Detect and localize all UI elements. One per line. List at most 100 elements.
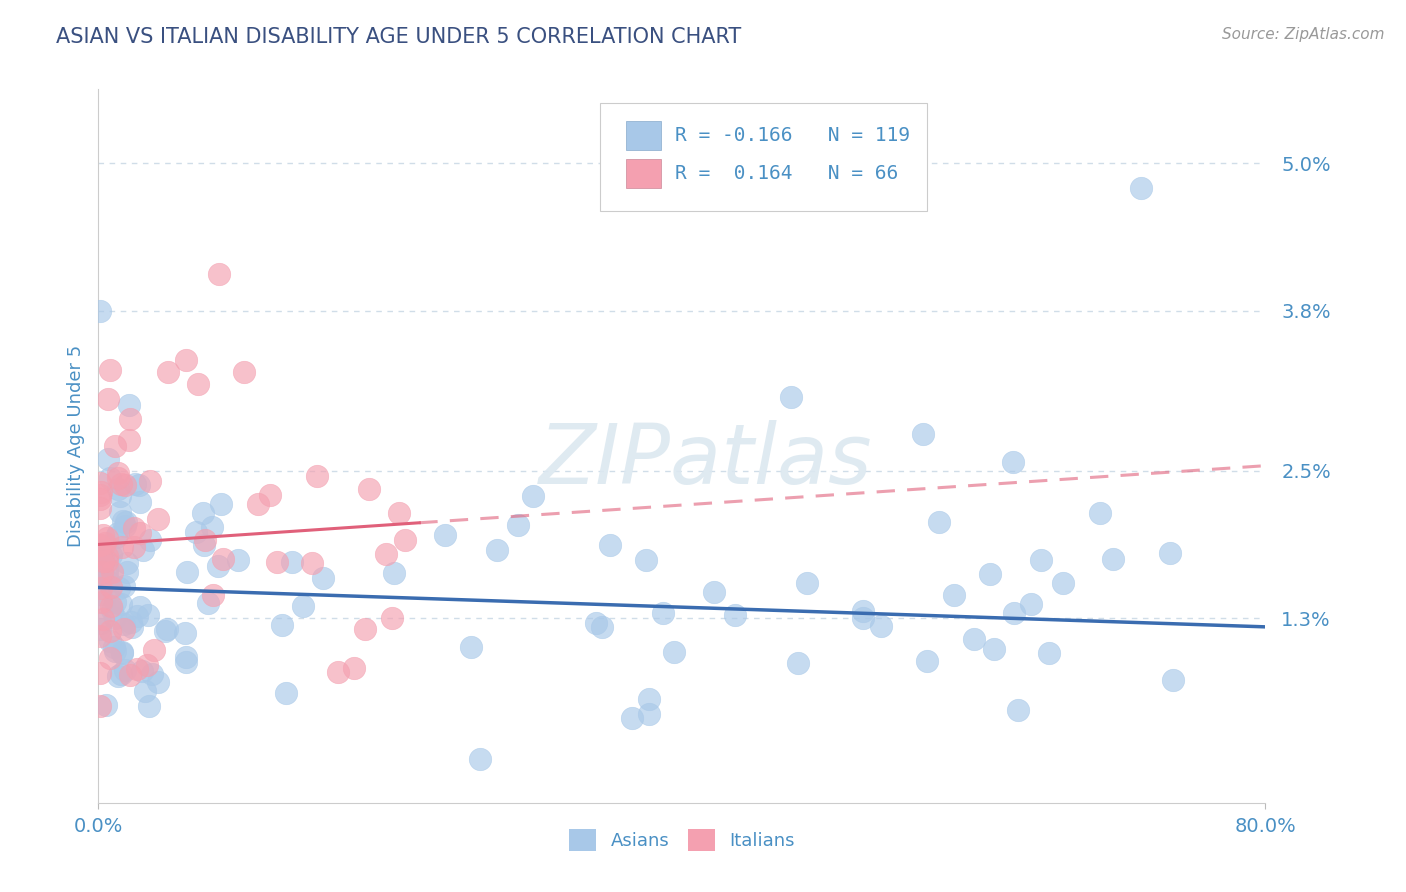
Point <box>89 488 111 502</box>
Point <box>101 603 124 617</box>
Point <box>131 664 153 678</box>
Point <box>184 525 207 540</box>
Point <box>394 533 416 547</box>
Point <box>101 543 124 558</box>
Point <box>90 485 112 500</box>
Point <box>111 645 134 659</box>
Point <box>146 675 169 690</box>
Point <box>96 560 118 574</box>
Point <box>98 470 121 484</box>
Point <box>124 477 146 491</box>
Point <box>381 611 404 625</box>
Point <box>1002 606 1025 620</box>
Point <box>104 644 127 658</box>
Point <box>110 477 132 491</box>
Point <box>107 525 129 540</box>
FancyBboxPatch shape <box>600 103 927 211</box>
Point <box>979 567 1001 582</box>
Point <box>118 398 141 412</box>
Text: R =  0.164   N = 66: R = 0.164 N = 66 <box>675 164 898 183</box>
Point <box>271 618 294 632</box>
Point <box>112 622 135 636</box>
Point <box>636 553 658 567</box>
Point <box>212 551 235 566</box>
Point <box>89 303 111 318</box>
Point <box>98 363 121 377</box>
Point <box>638 692 661 706</box>
Point <box>110 490 132 504</box>
Point <box>506 517 529 532</box>
Text: R = -0.166   N = 119: R = -0.166 N = 119 <box>675 126 910 145</box>
Point <box>91 527 114 541</box>
Point <box>107 482 129 496</box>
Point <box>94 698 117 712</box>
Point <box>1038 646 1060 660</box>
Text: ASIAN VS ITALIAN DISABILITY AGE UNDER 5 CORRELATION CHART: ASIAN VS ITALIAN DISABILITY AGE UNDER 5 … <box>56 27 741 46</box>
Point <box>312 571 335 585</box>
Point <box>153 624 176 639</box>
Point <box>433 528 456 542</box>
Point <box>134 684 156 698</box>
Point <box>111 646 134 660</box>
Point <box>1002 455 1025 469</box>
Point <box>787 657 810 671</box>
Point <box>209 497 232 511</box>
Point <box>128 599 150 614</box>
Point <box>141 667 163 681</box>
Point <box>118 667 141 681</box>
Point <box>1021 597 1043 611</box>
Point <box>780 390 803 404</box>
Point <box>486 542 509 557</box>
Point <box>292 599 315 614</box>
Point <box>852 604 875 618</box>
Point <box>928 515 950 529</box>
Text: ZIPatlas: ZIPatlas <box>538 420 872 500</box>
Point <box>107 669 129 683</box>
Point <box>460 640 482 654</box>
Point <box>127 662 149 676</box>
Point <box>156 623 179 637</box>
Point <box>90 615 112 630</box>
Point <box>91 611 114 625</box>
Point <box>114 515 136 529</box>
Point <box>96 531 118 545</box>
Point <box>187 377 209 392</box>
Point <box>157 365 180 379</box>
Point <box>100 548 122 562</box>
Point <box>207 558 229 573</box>
Point <box>983 642 1005 657</box>
Point <box>621 711 644 725</box>
Point <box>591 619 613 633</box>
Point <box>117 566 139 580</box>
Point <box>107 581 129 595</box>
Point <box>599 538 621 552</box>
Point <box>89 538 111 552</box>
Point <box>1102 552 1125 566</box>
Point <box>127 608 149 623</box>
Point <box>1161 673 1184 687</box>
Point <box>114 663 136 677</box>
Point <box>104 439 127 453</box>
Point <box>662 645 685 659</box>
Point <box>1130 180 1153 194</box>
Point <box>1007 703 1029 717</box>
Point <box>193 538 215 552</box>
Point <box>388 506 411 520</box>
Point <box>91 572 114 586</box>
Point <box>104 594 127 608</box>
Point <box>942 588 965 602</box>
Point <box>247 497 270 511</box>
Point <box>114 518 136 533</box>
Point <box>98 633 121 648</box>
Point <box>96 549 118 563</box>
Point <box>114 478 136 492</box>
Point <box>89 629 111 643</box>
Point <box>281 556 304 570</box>
Point <box>100 599 122 613</box>
Point <box>1090 506 1112 520</box>
Point <box>110 597 132 611</box>
Point <box>128 478 150 492</box>
Point <box>194 533 217 548</box>
Point <box>197 596 219 610</box>
Point <box>97 451 120 466</box>
